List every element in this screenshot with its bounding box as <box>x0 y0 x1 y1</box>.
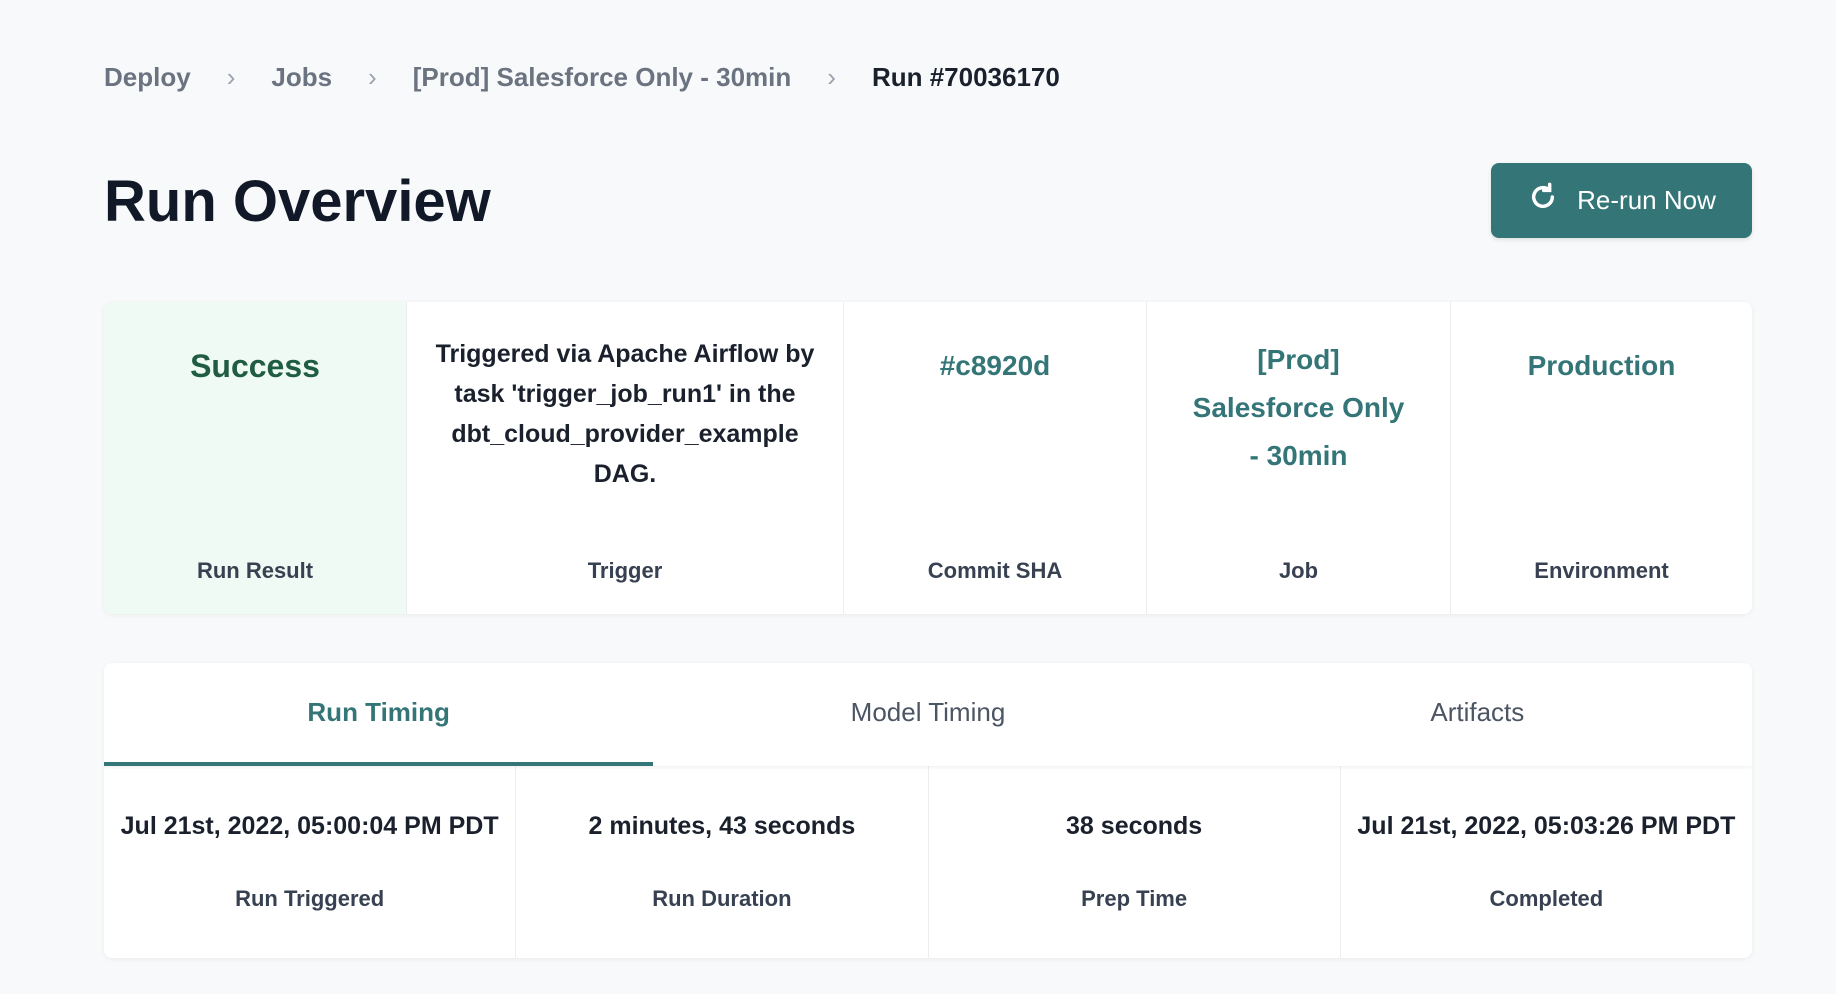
run-timing-panel: Jul 21st, 2022, 05:00:04 PM PDT Run Trig… <box>104 766 1752 958</box>
job-cell: [Prod] Salesforce Only - 30min Job <box>1146 302 1450 614</box>
run-triggered-value: Jul 21st, 2022, 05:00:04 PM PDT <box>120 812 499 840</box>
chevron-right-icon: › <box>827 62 836 92</box>
environment-cell: Production Environment <box>1450 302 1752 614</box>
breadcrumb-job[interactable]: [Prod] Salesforce Only - 30min <box>412 62 792 92</box>
refresh-icon <box>1527 181 1559 220</box>
timing-card: Run Timing Model Timing Artifacts Jul 21… <box>104 663 1752 958</box>
prep-time-value: 38 seconds <box>1066 812 1203 840</box>
run-duration-cell: 2 minutes, 43 seconds Run Duration <box>515 766 927 958</box>
tab-run-timing[interactable]: Run Timing <box>104 663 654 766</box>
rerun-label: Re-run Now <box>1577 185 1716 215</box>
page-title: Run Overview <box>104 169 491 234</box>
run-result-cell: Success Run Result <box>104 302 406 614</box>
run-triggered-label: Run Triggered <box>235 886 385 911</box>
chevron-right-icon: › <box>368 62 377 92</box>
tab-model-timing[interactable]: Model Timing <box>850 697 1006 727</box>
commit-sha-link[interactable]: #c8920d <box>939 350 1051 381</box>
trigger-value: Triggered via Apache Airflow by task 'tr… <box>435 340 815 488</box>
completed-value: Jul 21st, 2022, 05:03:26 PM PDT <box>1357 812 1736 840</box>
prep-time-cell: 38 seconds Prep Time <box>927 766 1340 958</box>
job-link[interactable]: [Prod] Salesforce Only - 30min <box>1192 344 1405 471</box>
run-triggered-cell: Jul 21st, 2022, 05:00:04 PM PDT Run Trig… <box>104 766 515 958</box>
run-duration-value: 2 minutes, 43 seconds <box>588 812 856 840</box>
trigger-cell: Triggered via Apache Airflow by task 'tr… <box>406 302 843 614</box>
completed-cell: Jul 21st, 2022, 05:03:26 PM PDT Complete… <box>1339 766 1752 958</box>
trigger-label: Trigger <box>587 558 663 583</box>
job-label: Job <box>1278 558 1319 583</box>
commit-cell: #c8920d Commit SHA <box>843 302 1146 614</box>
breadcrumb-current: Run #70036170 <box>871 62 1060 92</box>
run-result-value: Success <box>190 348 320 384</box>
completed-label: Completed <box>1489 886 1604 911</box>
chevron-right-icon: › <box>226 62 236 92</box>
breadcrumb-deploy[interactable]: Deploy <box>104 62 191 92</box>
tab-bar: Run Timing Model Timing Artifacts <box>104 663 1752 766</box>
breadcrumb: Deploy › Jobs › [Prod] Salesforce Only -… <box>104 62 1060 93</box>
environment-label: Environment <box>1534 558 1669 583</box>
environment-link[interactable]: Production <box>1527 350 1676 381</box>
commit-sha-label: Commit SHA <box>927 558 1063 583</box>
rerun-now-button[interactable]: Re-run Now <box>1491 163 1752 238</box>
run-duration-label: Run Duration <box>652 886 792 911</box>
tab-artifacts[interactable]: Artifacts <box>1430 697 1525 727</box>
prep-time-label: Prep Time <box>1081 886 1188 911</box>
run-result-label: Run Result <box>196 558 314 583</box>
run-summary-card: Success Run Result Triggered via Apache … <box>104 302 1752 614</box>
breadcrumb-jobs[interactable]: Jobs <box>271 62 333 92</box>
